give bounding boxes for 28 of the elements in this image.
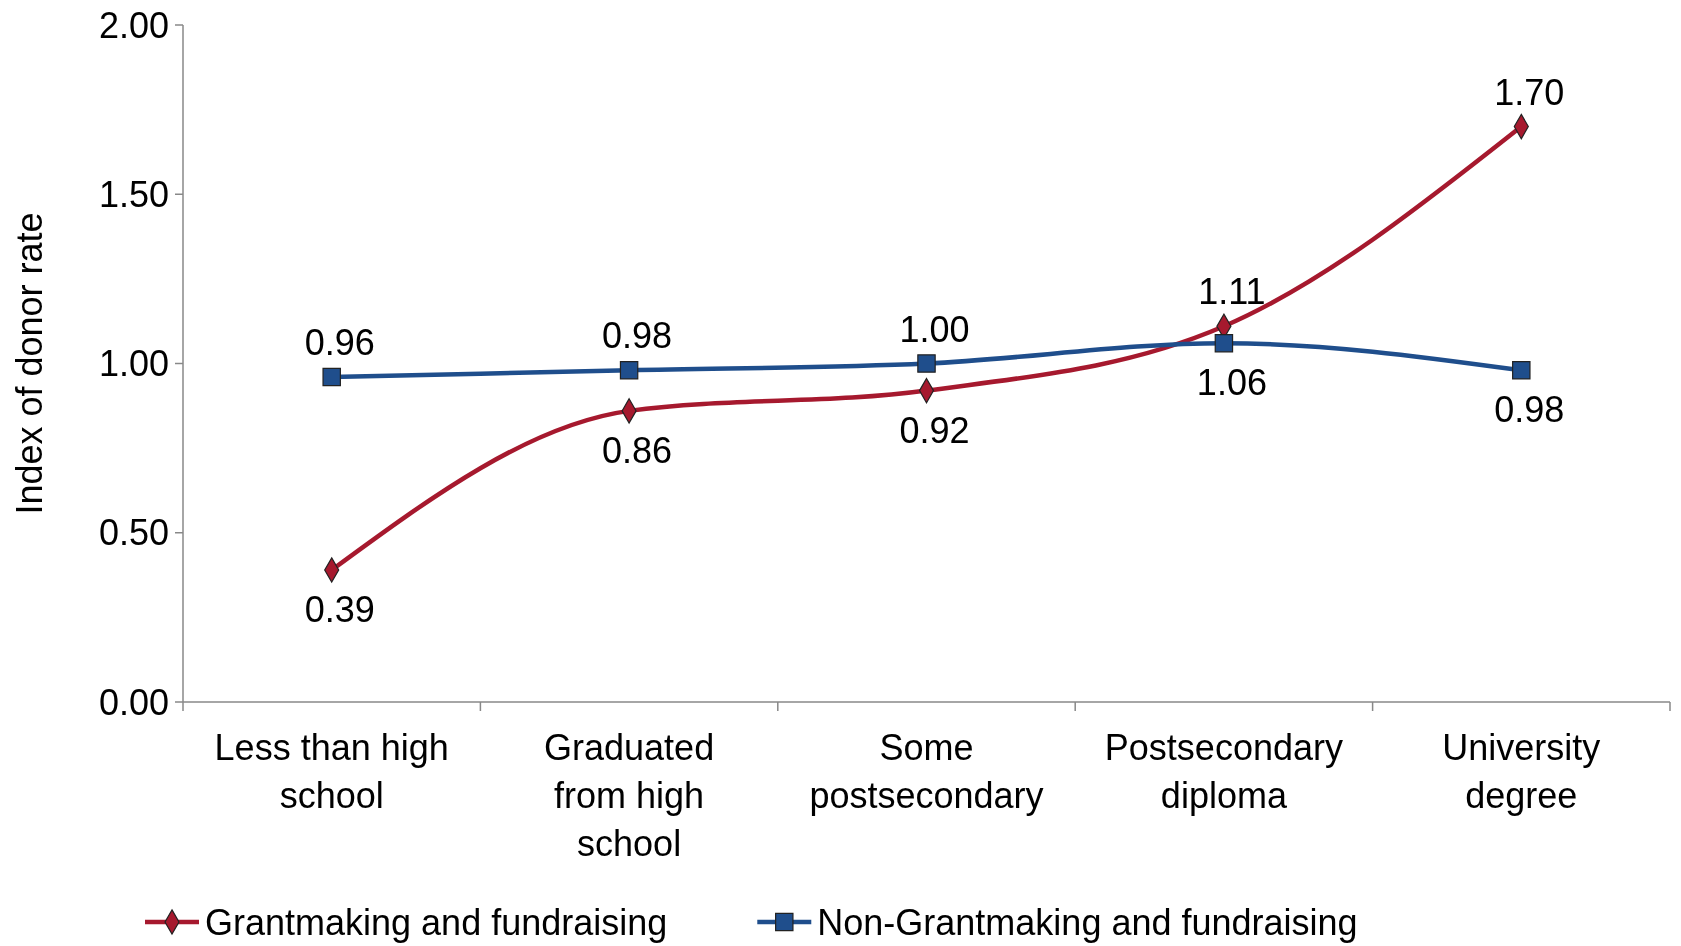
x-tick-label: Graduated from high school: [544, 727, 715, 864]
y-tick-label: 0.00: [98, 681, 169, 723]
point: [1512, 361, 1531, 380]
y-tick-label: 2.00: [98, 4, 169, 46]
data-label: 0.39: [304, 588, 375, 630]
data-label: 0.86: [602, 429, 673, 471]
x-tick-label: Less than high school: [214, 727, 449, 816]
data-label: 1.11: [1198, 271, 1266, 313]
point: [1214, 333, 1234, 353]
data-label: 0.98: [602, 315, 673, 357]
data-label: 1.70: [1494, 71, 1565, 113]
data-label: 1.06: [1196, 362, 1267, 404]
data-label: 0.98: [1494, 389, 1565, 431]
y-tick-label: 1.00: [98, 343, 169, 385]
point: [322, 367, 341, 387]
legend-label: Non-Grantmaking and fundraising: [817, 901, 1358, 943]
x-tick-label: Postsecondary diploma: [1104, 727, 1343, 816]
data-label: 0.92: [899, 409, 970, 451]
data-label: 0.96: [304, 322, 375, 364]
legend-label: Grantmaking and fundraising: [205, 901, 668, 943]
x-tick-label: University degree: [1442, 727, 1601, 816]
y-axis-title: Index of donor rate: [9, 212, 50, 515]
y-tick-label: 1.50: [98, 173, 169, 215]
y-tick-label: 0.50: [98, 512, 169, 554]
point: [619, 361, 639, 380]
point: [917, 354, 936, 373]
x-tick-label: Some postsecondary: [809, 727, 1044, 816]
data-label: 1.00: [899, 308, 970, 350]
